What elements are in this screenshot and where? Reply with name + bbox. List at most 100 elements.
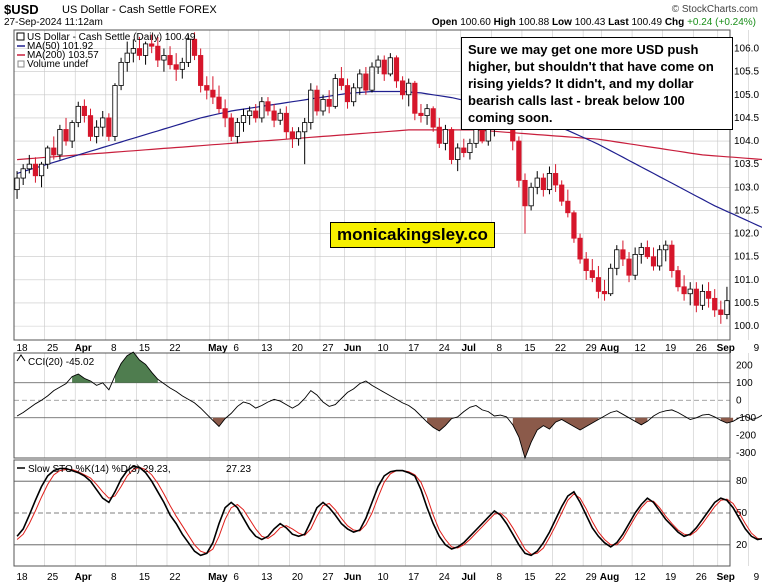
candle-body <box>522 179 528 207</box>
price-xtick-7: 6 <box>233 343 239 354</box>
candle-body <box>399 80 406 96</box>
sto-xtick-5: 22 <box>169 572 181 583</box>
candle-body <box>571 212 577 239</box>
candle-body <box>534 177 540 188</box>
cci-ytick-1: 100 <box>736 378 753 389</box>
chg-value: +0.24 (+0.24%) <box>687 17 756 28</box>
candle-body <box>430 108 436 128</box>
candle-body <box>38 163 45 177</box>
candle-body <box>589 270 595 278</box>
price-xtick-22: 19 <box>665 343 677 354</box>
price-xtick-5: 22 <box>169 343 181 354</box>
chg-label: Chg <box>664 17 685 28</box>
sto-xtick-4: 15 <box>139 572 151 583</box>
candle-body <box>455 147 461 160</box>
cci-legend: CCI(20) -45.02 <box>28 357 95 368</box>
price-xtick-4: 15 <box>139 343 151 354</box>
legend-price: US Dollar - Cash Settle (Daily) 100.49 <box>27 32 196 43</box>
price-xtick-0: 18 <box>16 343 28 354</box>
candle-body <box>632 254 638 276</box>
candle-body <box>240 115 247 123</box>
sto-ytick-0: 80 <box>736 476 748 487</box>
open-label: Open <box>431 17 458 28</box>
candle-body <box>32 163 39 177</box>
candle-body <box>161 55 167 61</box>
sto-k-line <box>16 465 762 557</box>
price-xtick-11: Jun <box>344 343 362 354</box>
candle-body <box>167 55 173 66</box>
sto-xtick-18: 22 <box>555 572 567 583</box>
candle-body <box>608 267 614 295</box>
candle-body <box>424 108 430 116</box>
candle-body <box>142 43 149 56</box>
price-xtick-9: 20 <box>292 343 304 354</box>
cci-ytick-5: -300 <box>736 448 756 459</box>
candle-body <box>675 270 681 288</box>
candle-body <box>57 129 63 156</box>
candle-body <box>577 237 583 260</box>
chart-symbol: $USD <box>4 2 39 17</box>
candle-body <box>198 55 204 86</box>
price-xtick-25: 9 <box>754 343 760 354</box>
candle-body <box>516 140 522 181</box>
candle-body <box>357 73 363 89</box>
analyst-annotation: Sure we may get one more USD push higher… <box>461 37 733 130</box>
candle-body <box>552 173 559 186</box>
candle-body <box>216 96 222 110</box>
candle-body <box>26 163 32 170</box>
candle-body <box>314 89 320 112</box>
brand-credit: © StockCharts.com <box>671 4 758 15</box>
price-xtick-2: Apr <box>75 343 92 354</box>
price-ytick-3: 101.5 <box>734 252 759 263</box>
candle-body <box>620 249 626 260</box>
sto-xtick-0: 18 <box>16 572 28 583</box>
sto-xtick-24: Sep <box>717 572 735 583</box>
price-xtick-19: 29 <box>586 343 598 354</box>
price-panel-frame <box>13 29 731 341</box>
price-ytick-10: 105.0 <box>734 90 759 101</box>
candle-body <box>375 59 381 68</box>
price-xtick-18: 22 <box>555 343 567 354</box>
candle-body <box>687 288 693 295</box>
sto-xtick-19: 29 <box>586 572 598 583</box>
candle-body <box>130 48 136 54</box>
candle-body <box>51 147 57 156</box>
candle-body <box>75 105 81 123</box>
high-value: 100.88 <box>518 17 550 28</box>
sto-xtick-11: Jun <box>344 572 362 583</box>
quote-summary: Open 100.60 High 100.88 Low 100.43 Last … <box>432 17 756 28</box>
cci-legend-icon <box>16 354 26 362</box>
sto-xtick-14: 24 <box>439 572 451 583</box>
candle-body <box>81 105 87 116</box>
last-value: 100.49 <box>631 17 663 28</box>
sto-xtick-9: 20 <box>292 572 304 583</box>
cci-line <box>16 351 762 460</box>
candle-body <box>595 277 602 292</box>
sto-xtick-7: 6 <box>233 572 239 583</box>
candle-body <box>271 110 277 121</box>
candle-body <box>699 291 706 306</box>
candle-body <box>614 249 620 269</box>
candle-body <box>644 247 650 258</box>
sto-xtick-1: 25 <box>47 572 59 583</box>
cci-ytick-0: 200 <box>736 360 753 371</box>
candle-body <box>87 115 94 137</box>
candle-body <box>369 66 375 91</box>
candle-body <box>149 43 155 47</box>
price-xtick-14: 24 <box>439 343 451 354</box>
candle-body <box>20 168 26 179</box>
sto-xtick-21: 12 <box>635 572 647 583</box>
candle-body <box>650 256 657 267</box>
candle-body <box>381 59 387 75</box>
price-ytick-2: 101.0 <box>734 275 759 286</box>
sto-xtick-25: 9 <box>754 572 760 583</box>
price-ytick-7: 103.5 <box>734 159 759 170</box>
candle-body <box>583 258 589 271</box>
candle-body <box>705 291 712 299</box>
legend-swatch-volume <box>17 60 25 68</box>
candle-body <box>234 122 240 137</box>
candle-body <box>155 45 161 61</box>
price-ytick-12: 106.0 <box>734 44 759 55</box>
price-ytick-5: 102.5 <box>734 205 759 216</box>
cci-ytick-4: -200 <box>736 430 756 441</box>
